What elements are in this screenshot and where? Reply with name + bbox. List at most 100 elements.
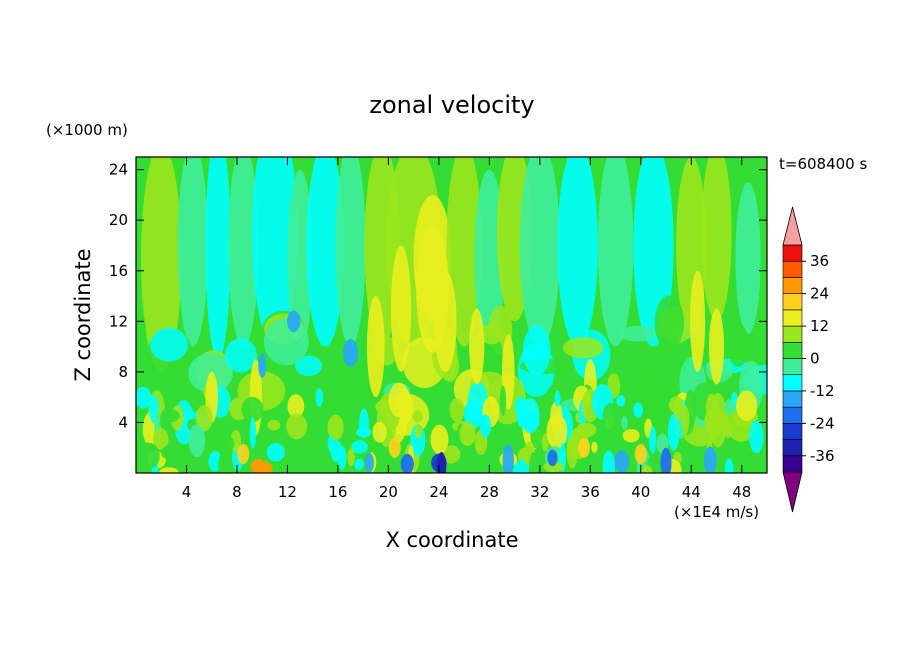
field-contour <box>327 435 334 452</box>
colorbar-segment <box>782 341 803 359</box>
field-contour <box>482 335 503 373</box>
field-contour <box>237 444 250 465</box>
field-contour <box>541 433 549 452</box>
field-contour <box>141 157 182 372</box>
field-contour <box>412 410 423 423</box>
field-contour <box>195 404 213 432</box>
x-tick-label: 36 <box>581 483 600 501</box>
colorbar-tick-label: 24 <box>810 285 829 303</box>
colorbar-tick-label: -12 <box>810 382 835 400</box>
field-contour <box>690 270 706 372</box>
colorbar-min-triangle <box>782 471 803 513</box>
x-tick-label: 16 <box>328 483 347 501</box>
field-contour <box>502 444 514 473</box>
field-contour <box>547 449 558 467</box>
x-tick-label: 48 <box>732 483 751 501</box>
field-contour <box>347 448 355 467</box>
field-contour <box>335 157 366 347</box>
field-contour <box>294 355 323 376</box>
field-contour <box>177 157 208 347</box>
chart-title: zonal velocity <box>369 91 534 119</box>
field-contour <box>287 169 313 347</box>
y-tick-label: 16 <box>109 262 128 280</box>
colorbar-segment <box>782 277 803 294</box>
field-contour <box>708 308 725 385</box>
field-contour <box>342 339 359 367</box>
field-contour <box>703 446 717 473</box>
field-contour <box>256 461 273 473</box>
colorbar-segment <box>782 390 803 408</box>
field-contour <box>614 450 630 473</box>
colorbar-segment <box>782 374 803 392</box>
field-contour <box>136 307 146 352</box>
x-unit-label: (×1E4 m/s) <box>674 503 759 521</box>
field-contour <box>214 424 221 450</box>
field-contour <box>390 457 402 473</box>
field-contour <box>224 338 257 373</box>
field-contour <box>388 382 410 418</box>
x-axis-label: X coordinate <box>385 528 518 552</box>
field-contour <box>459 421 476 447</box>
colorbar-segment <box>782 244 803 262</box>
field-contour <box>433 270 457 372</box>
field-contour <box>346 401 360 439</box>
field-contour <box>479 414 492 438</box>
field-contour <box>660 447 672 473</box>
field-contour <box>152 428 169 450</box>
field-contour <box>602 450 616 473</box>
field-contour <box>522 325 551 376</box>
field-contour <box>315 388 324 407</box>
field-contour <box>597 157 634 347</box>
field-contour <box>252 157 298 347</box>
field-contour <box>576 422 597 438</box>
field-contour <box>306 157 345 347</box>
field-contour <box>528 451 539 473</box>
field-contour <box>654 295 685 350</box>
colorbar-segment <box>782 358 803 376</box>
colorbar-segment <box>782 325 803 343</box>
x-tick-label: 12 <box>278 483 297 501</box>
colorbar-segment <box>782 309 803 327</box>
field-contour <box>158 467 179 473</box>
field-contour <box>723 421 733 439</box>
field-contour <box>388 437 401 458</box>
field-contour <box>366 296 385 398</box>
field-contour <box>263 318 309 366</box>
field-contour <box>518 417 540 430</box>
colorbar-tick-label: 36 <box>810 252 829 270</box>
field-contour <box>267 419 281 431</box>
field-contour <box>286 413 308 440</box>
field-contour <box>616 395 626 407</box>
field-contour <box>356 427 372 438</box>
field-contour <box>667 413 680 451</box>
field-contour <box>205 157 231 360</box>
field-contour <box>218 455 225 473</box>
plot-frame <box>135 156 768 474</box>
field-contour <box>162 409 180 423</box>
colorbar-tick-label: -24 <box>810 414 835 432</box>
field-contour <box>616 325 659 342</box>
x-tick-label: 44 <box>682 483 701 501</box>
field-contour <box>727 323 749 368</box>
colorbar-segment <box>782 439 803 457</box>
field-contour <box>736 390 758 422</box>
y-unit-label: (×1000 m) <box>46 121 128 139</box>
field-contour <box>463 399 483 429</box>
colorbar-segment <box>782 423 803 440</box>
x-tick-label: 28 <box>480 483 499 501</box>
heatmap-field <box>136 157 767 473</box>
field-contour <box>306 415 313 429</box>
field-contour <box>430 424 449 455</box>
field-contour <box>621 415 628 430</box>
field-contour <box>674 397 683 422</box>
colorbar-tick-label: 12 <box>810 317 829 335</box>
field-contour <box>554 390 561 407</box>
field-contour <box>591 441 598 453</box>
field-contour <box>390 245 412 372</box>
field-contour <box>340 362 371 400</box>
field-contour <box>578 437 591 458</box>
field-contour <box>602 403 619 433</box>
y-tick-label: 8 <box>118 363 128 381</box>
field-contour <box>478 323 505 345</box>
x-tick-label: 4 <box>182 483 192 501</box>
